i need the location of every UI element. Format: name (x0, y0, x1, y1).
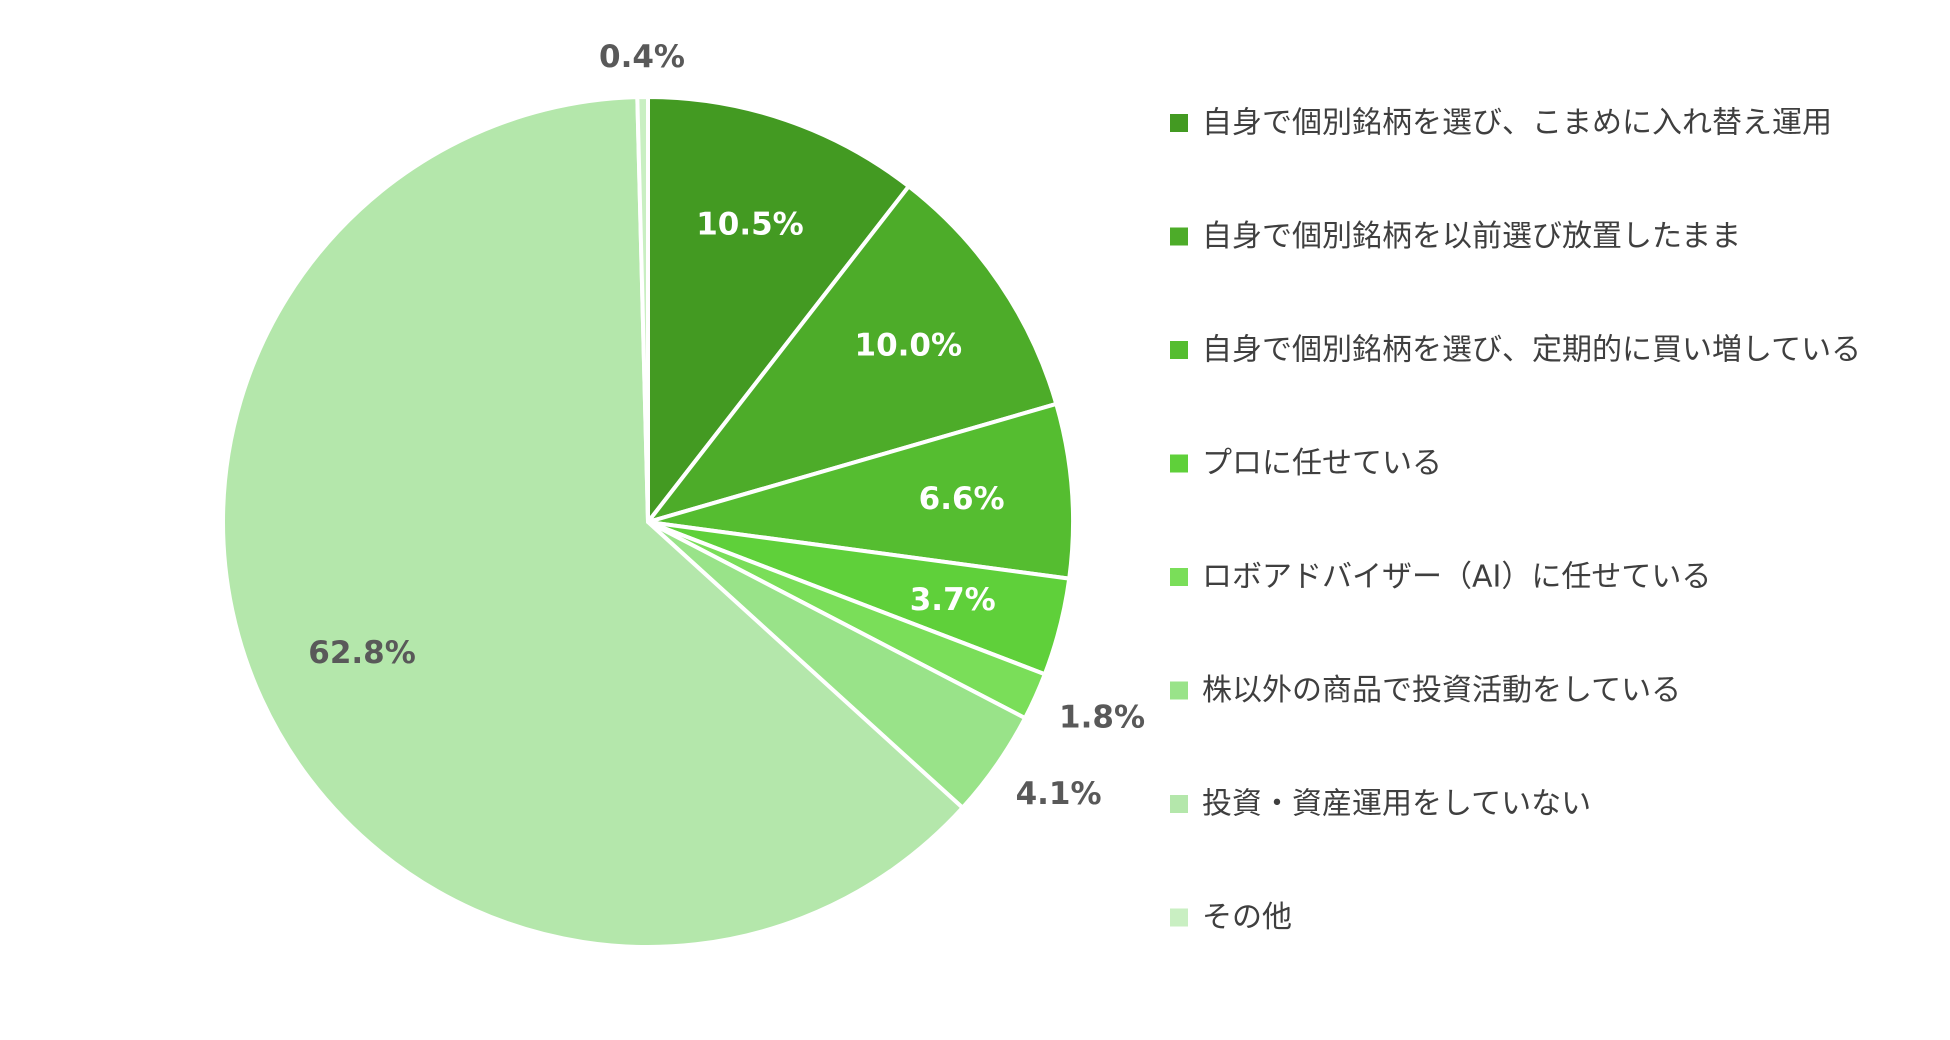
pie-data-labels: 10.5% 10.0% 6.6% 3.7% 1.8% 4.1% 62.8% 0.4% (308, 39, 1145, 812)
legend-swatch-6 (1170, 795, 1188, 813)
legend-swatch-3 (1170, 454, 1188, 473)
data-label-0: 10.5% (696, 206, 804, 242)
chart-legend: 自身で個別銘柄を選び、こまめに入れ替え運用自身で個別銘柄を以前選び放置したまま自… (1170, 106, 1861, 935)
legend-swatch-0 (1170, 114, 1188, 132)
pie-slice-0 (646, 95, 911, 524)
pie-slices (221, 95, 1075, 949)
pie-slice-1 (646, 184, 1059, 524)
legend-swatch-4 (1170, 568, 1188, 586)
legend-label-5: 株以外の商品で投資活動をしている (1202, 673, 1681, 708)
legend-label-2: 自身で個別銘柄を選び、定期的に買い増している (1202, 333, 1861, 368)
legend-label-7: その他 (1202, 900, 1292, 935)
legend-label-0: 自身で個別銘柄を選び、こまめに入れ替え運用 (1202, 106, 1832, 141)
pie-slice-6 (221, 95, 965, 949)
legend-swatch-2 (1170, 341, 1188, 359)
data-label-6: 62.8% (308, 635, 416, 671)
data-label-4: 1.8% (1059, 699, 1145, 735)
data-label-5: 4.1% (1016, 776, 1102, 812)
data-label-3: 3.7% (910, 582, 996, 618)
legend-swatch-7 (1170, 908, 1188, 927)
legend-label-6: 投資・資産運用をしていない (1202, 787, 1591, 822)
data-label-7: 0.4% (599, 39, 685, 75)
legend-label-4: ロボアドバイザー（AI）に任せている (1202, 560, 1711, 595)
legend-label-3: プロに任せている (1202, 446, 1442, 481)
legend-label-1: 自身で個別銘柄を以前選び放置したまま (1202, 219, 1741, 254)
pie-slice-7 (635, 95, 650, 524)
data-label-1: 10.0% (855, 327, 963, 363)
data-label-2: 6.6% (919, 481, 1005, 517)
legend-swatch-5 (1170, 681, 1188, 700)
legend-swatch-1 (1170, 227, 1188, 246)
